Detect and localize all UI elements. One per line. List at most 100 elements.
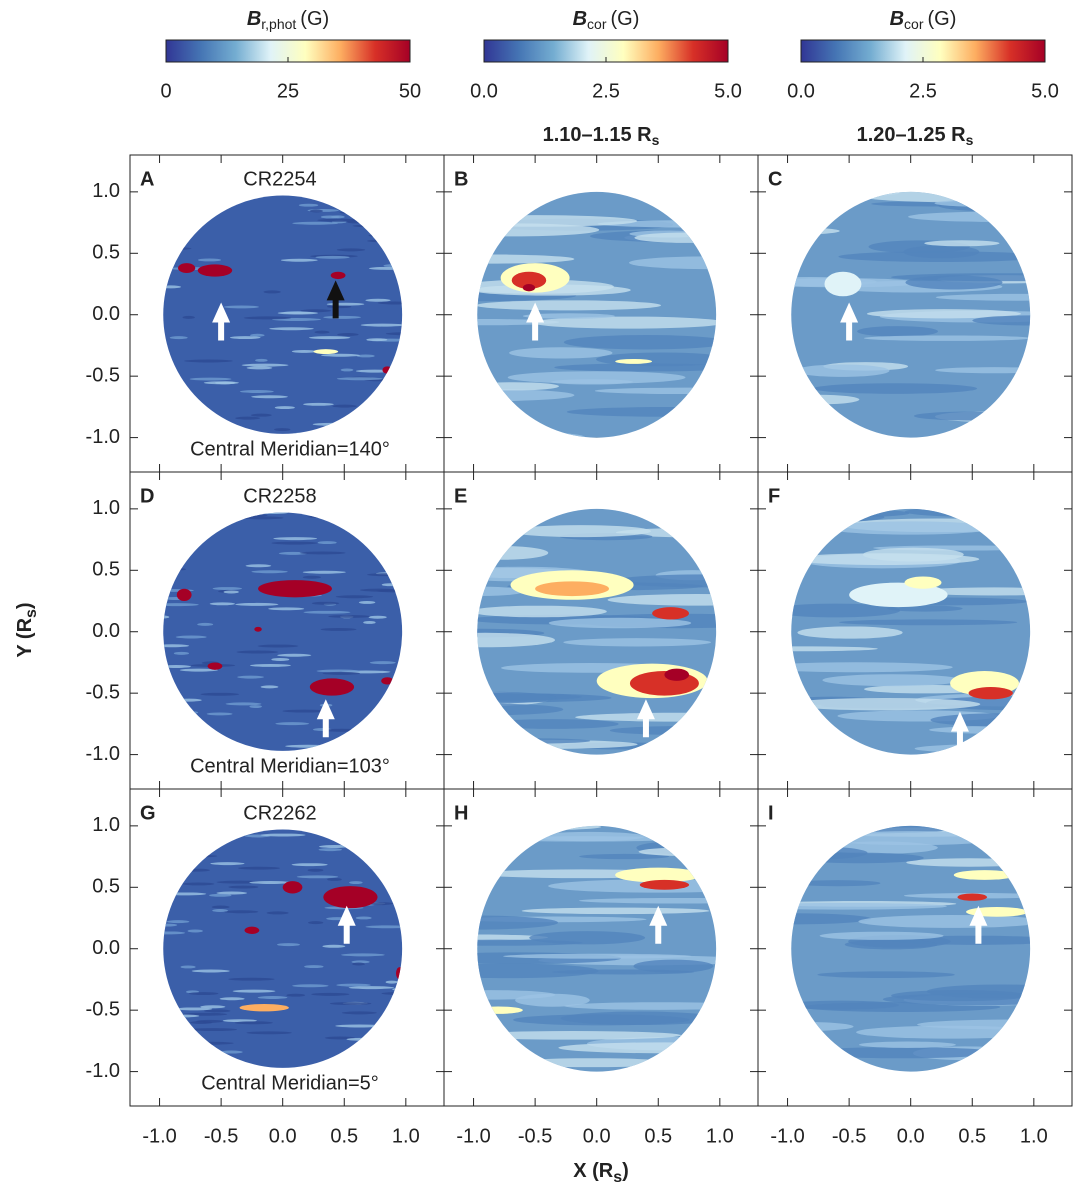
texture (355, 916, 372, 920)
texture (377, 301, 403, 305)
texture (862, 191, 1031, 203)
texture (195, 517, 242, 520)
texture (560, 1011, 717, 1026)
texture (236, 650, 279, 654)
texture (291, 863, 328, 867)
texture (309, 209, 323, 213)
texture (349, 881, 363, 885)
texture (352, 224, 402, 228)
texture (197, 622, 214, 626)
texture (335, 1024, 384, 1028)
feature (282, 881, 303, 894)
texture (277, 943, 300, 947)
texture (791, 1000, 899, 1010)
texture (229, 336, 261, 340)
texture (633, 959, 714, 973)
texture (352, 962, 366, 966)
texture (566, 406, 717, 417)
x-tick-label: 1.0 (1020, 1125, 1048, 1147)
texture (794, 364, 890, 377)
column-title-part: s (966, 132, 974, 148)
feature (824, 271, 862, 297)
texture (225, 702, 262, 706)
x-tick-label: 0.0 (269, 1125, 297, 1147)
colorbar-title-part: B (247, 8, 261, 30)
colorbar-tick-label: 0.0 (470, 80, 498, 102)
feature (313, 349, 339, 355)
texture (259, 512, 289, 515)
texture (249, 663, 291, 667)
x-tick-label: 1.0 (392, 1125, 420, 1147)
texture (163, 285, 182, 289)
texture (477, 605, 607, 618)
texture (322, 671, 361, 675)
texture (825, 521, 994, 535)
texture (292, 221, 339, 225)
texture (817, 971, 955, 979)
texture (163, 403, 174, 407)
panel-letter: D (140, 485, 154, 507)
texture (251, 570, 288, 574)
texture (175, 635, 207, 639)
texture (339, 211, 386, 215)
arrow (636, 699, 655, 738)
arrow (316, 699, 335, 738)
texture (791, 646, 878, 652)
texture (791, 697, 981, 711)
feature (522, 284, 536, 292)
texture (509, 1058, 674, 1068)
texture (609, 726, 717, 735)
texture (200, 745, 219, 749)
texture (805, 509, 910, 517)
x-tick-label: 0.5 (958, 1125, 986, 1147)
texture (368, 266, 403, 270)
texture (184, 359, 233, 363)
feature (207, 662, 223, 670)
texture (163, 931, 186, 935)
texture (477, 691, 558, 704)
texture (378, 239, 403, 243)
texture (311, 601, 340, 605)
solar-disk (791, 191, 1031, 438)
panel-frame (757, 788, 1073, 1107)
texture (822, 674, 963, 687)
texture (163, 247, 192, 250)
texture (209, 893, 232, 897)
texture (346, 1037, 377, 1041)
feature (849, 582, 948, 608)
feature (664, 668, 690, 681)
texture (235, 416, 261, 420)
texture (360, 323, 403, 327)
y-tick-label: -0.5 (86, 364, 120, 386)
texture (163, 726, 201, 730)
texture (167, 863, 192, 867)
solar-disk (791, 508, 1031, 755)
panel: B (443, 154, 759, 473)
texture (366, 338, 388, 342)
texture (263, 290, 281, 294)
texture (503, 953, 692, 959)
texture (791, 902, 947, 910)
texture (166, 1050, 216, 1054)
texture (485, 719, 619, 729)
texture (477, 738, 591, 744)
feature (904, 576, 942, 589)
texture (381, 583, 400, 587)
texture (791, 913, 872, 925)
texture (924, 240, 1000, 247)
texture (863, 335, 1031, 341)
texture (182, 315, 195, 319)
texture (246, 366, 273, 370)
texture (363, 620, 376, 624)
panel-meridian: Central Meridian=103° (190, 755, 390, 777)
texture (866, 309, 1022, 319)
texture (172, 527, 210, 531)
panel-letter: E (454, 485, 467, 507)
texture (477, 934, 549, 941)
texture (392, 987, 403, 991)
texture (367, 902, 394, 906)
texture (791, 1021, 854, 1032)
texture (312, 422, 351, 426)
texture (163, 1014, 200, 1018)
texture (477, 632, 556, 648)
